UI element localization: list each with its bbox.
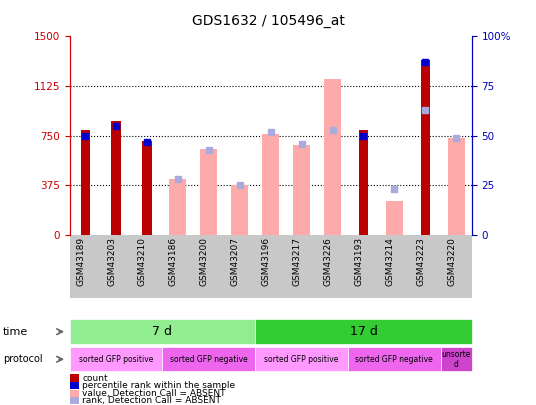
Bar [359, 130, 368, 235]
Text: sorted GFP negative: sorted GFP negative [170, 355, 248, 364]
Text: GSM43214: GSM43214 [385, 237, 394, 286]
Text: GSM43207: GSM43207 [231, 237, 240, 286]
Text: GSM43203: GSM43203 [107, 237, 116, 286]
Text: sorted GFP positive: sorted GFP positive [79, 355, 153, 364]
Bar [421, 60, 430, 235]
Text: rank, Detection Call = ABSENT: rank, Detection Call = ABSENT [82, 396, 221, 405]
Text: 17 d: 17 d [349, 325, 377, 338]
Bar [262, 134, 279, 235]
Bar [143, 141, 152, 235]
Text: GSM43196: GSM43196 [262, 237, 271, 286]
Bar [448, 139, 465, 235]
Bar [111, 121, 121, 235]
Text: GSM43210: GSM43210 [138, 237, 147, 286]
Bar [386, 200, 403, 235]
Text: GSM43223: GSM43223 [416, 237, 425, 286]
Bar [324, 79, 341, 235]
Text: GDS1632 / 105496_at: GDS1632 / 105496_at [191, 14, 345, 28]
Text: GSM43193: GSM43193 [354, 237, 363, 286]
Text: protocol: protocol [3, 354, 42, 364]
Text: GSM43226: GSM43226 [324, 237, 332, 286]
Bar [231, 185, 248, 235]
Text: time: time [3, 327, 28, 337]
Text: GSM43189: GSM43189 [76, 237, 85, 286]
Text: GSM43217: GSM43217 [293, 237, 302, 286]
Text: GSM43200: GSM43200 [200, 237, 209, 286]
Text: value, Detection Call = ABSENT: value, Detection Call = ABSENT [82, 389, 226, 398]
Text: sorted GFP positive: sorted GFP positive [264, 355, 339, 364]
Bar [169, 179, 187, 235]
Text: count: count [82, 373, 108, 382]
Text: 7 d: 7 d [152, 325, 173, 338]
Bar [293, 145, 310, 235]
Text: percentile rank within the sample: percentile rank within the sample [82, 381, 235, 390]
Text: GSM43186: GSM43186 [169, 237, 178, 286]
Text: sorted GFP negative: sorted GFP negative [355, 355, 433, 364]
Bar [200, 149, 217, 235]
Bar [80, 130, 90, 235]
Text: unsorte
d: unsorte d [442, 350, 471, 369]
Text: GSM43220: GSM43220 [447, 237, 456, 286]
